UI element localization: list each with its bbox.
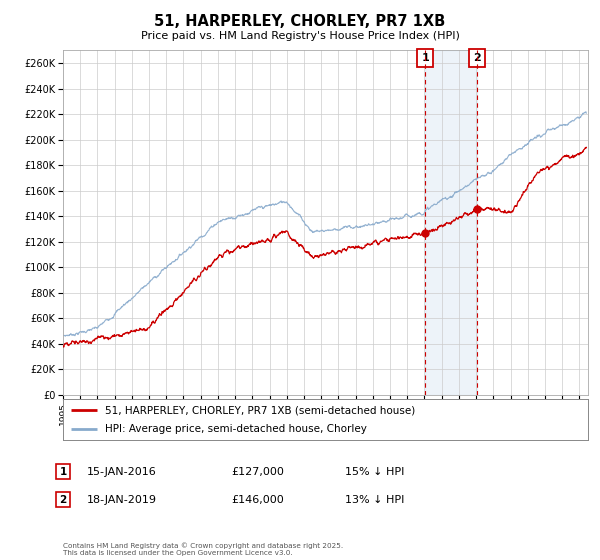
Text: HPI: Average price, semi-detached house, Chorley: HPI: Average price, semi-detached house,… xyxy=(105,424,367,433)
Text: 51, HARPERLEY, CHORLEY, PR7 1XB: 51, HARPERLEY, CHORLEY, PR7 1XB xyxy=(154,14,446,29)
Text: £146,000: £146,000 xyxy=(231,494,284,505)
Text: Contains HM Land Registry data © Crown copyright and database right 2025.
This d: Contains HM Land Registry data © Crown c… xyxy=(63,542,343,556)
Text: 18-JAN-2019: 18-JAN-2019 xyxy=(87,494,157,505)
Text: 2: 2 xyxy=(59,494,67,505)
Text: 15-JAN-2016: 15-JAN-2016 xyxy=(87,466,157,477)
Text: 1: 1 xyxy=(421,53,429,63)
Text: £127,000: £127,000 xyxy=(231,466,284,477)
Text: 13% ↓ HPI: 13% ↓ HPI xyxy=(345,494,404,505)
Text: 15% ↓ HPI: 15% ↓ HPI xyxy=(345,466,404,477)
Text: 51, HARPERLEY, CHORLEY, PR7 1XB (semi-detached house): 51, HARPERLEY, CHORLEY, PR7 1XB (semi-de… xyxy=(105,405,415,415)
Bar xyxy=(425,50,477,395)
Text: 2: 2 xyxy=(473,53,481,63)
Text: Price paid vs. HM Land Registry's House Price Index (HPI): Price paid vs. HM Land Registry's House … xyxy=(140,31,460,41)
Text: 1: 1 xyxy=(59,466,67,477)
